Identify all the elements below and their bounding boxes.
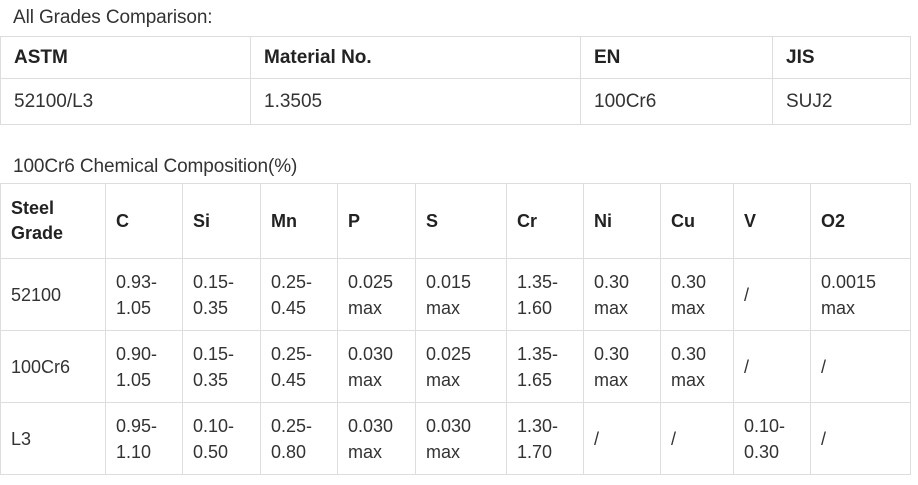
- cell-v: 0.10- 0.30: [733, 402, 811, 475]
- column-header-material-no: Material No.: [250, 36, 581, 79]
- grades-comparison-table: ASTM Material No. EN JIS 52100/L3 1.3505…: [0, 36, 911, 125]
- cell-cu: 0.30 max: [660, 258, 734, 331]
- cell-c: 0.95- 1.10: [105, 402, 183, 475]
- cell-mn: 0.25- 0.45: [260, 258, 338, 331]
- column-header-astm: ASTM: [0, 36, 251, 79]
- column-header-o2: O2: [810, 183, 911, 259]
- cell-c: 0.90- 1.05: [105, 330, 183, 403]
- cell-v: /: [733, 330, 811, 403]
- column-header-c: C: [105, 183, 183, 259]
- cell-cr: 1.30- 1.70: [506, 402, 584, 475]
- cell-en: 100Cr6: [580, 78, 773, 125]
- cell-p: 0.030 max: [337, 330, 416, 403]
- cell-ni: /: [583, 402, 661, 475]
- cell-steel-grade: L3: [0, 402, 106, 475]
- cell-si: 0.15- 0.35: [182, 330, 261, 403]
- cell-ni: 0.30 max: [583, 258, 661, 331]
- table-row: 100Cr6 0.90- 1.05 0.15- 0.35 0.25- 0.45 …: [0, 330, 911, 403]
- cell-jis: SUJ2: [772, 78, 911, 125]
- table-row: L3 0.95- 1.10 0.10- 0.50 0.25- 0.80 0.03…: [0, 402, 911, 475]
- table-row: 52100/L3 1.3505 100Cr6 SUJ2: [0, 78, 911, 125]
- cell-astm: 52100/L3: [0, 78, 251, 125]
- cell-si: 0.10- 0.50: [182, 402, 261, 475]
- column-header-v: V: [733, 183, 811, 259]
- cell-v: /: [733, 258, 811, 331]
- cell-material-no: 1.3505: [250, 78, 581, 125]
- column-header-cr: Cr: [506, 183, 584, 259]
- cell-steel-grade: 100Cr6: [0, 330, 106, 403]
- cell-o2: /: [810, 402, 911, 475]
- cell-p: 0.025 max: [337, 258, 416, 331]
- cell-s: 0.030 max: [415, 402, 507, 475]
- table-header-row: ASTM Material No. EN JIS: [0, 36, 911, 79]
- column-header-s: S: [415, 183, 507, 259]
- cell-s: 0.025 max: [415, 330, 507, 403]
- column-header-mn: Mn: [260, 183, 338, 259]
- cell-cr: 1.35- 1.60: [506, 258, 584, 331]
- column-header-steel-grade: Steel Grade: [0, 183, 106, 259]
- cell-cr: 1.35- 1.65: [506, 330, 584, 403]
- cell-o2: 0.0015 max: [810, 258, 911, 331]
- cell-cu: 0.30 max: [660, 330, 734, 403]
- cell-mn: 0.25- 0.45: [260, 330, 338, 403]
- cell-p: 0.030 max: [337, 402, 416, 475]
- column-header-en: EN: [580, 36, 773, 79]
- grades-comparison-title: All Grades Comparison:: [13, 7, 213, 28]
- cell-ni: 0.30 max: [583, 330, 661, 403]
- cell-s: 0.015 max: [415, 258, 507, 331]
- cell-cu: /: [660, 402, 734, 475]
- table-header-row: Steel Grade C Si Mn P S Cr Ni Cu V O2: [0, 183, 911, 259]
- chemical-composition-table: Steel Grade C Si Mn P S Cr Ni Cu V O2 52…: [0, 183, 911, 475]
- cell-c: 0.93- 1.05: [105, 258, 183, 331]
- column-header-si: Si: [182, 183, 261, 259]
- cell-mn: 0.25- 0.80: [260, 402, 338, 475]
- cell-o2: /: [810, 330, 911, 403]
- cell-si: 0.15- 0.35: [182, 258, 261, 331]
- chemical-composition-title: 100Cr6 Chemical Composition(%): [13, 156, 298, 177]
- column-header-p: P: [337, 183, 416, 259]
- column-header-cu: Cu: [660, 183, 734, 259]
- table-row: 52100 0.93- 1.05 0.15- 0.35 0.25- 0.45 0…: [0, 258, 911, 331]
- cell-steel-grade: 52100: [0, 258, 106, 331]
- column-header-jis: JIS: [772, 36, 911, 79]
- column-header-ni: Ni: [583, 183, 661, 259]
